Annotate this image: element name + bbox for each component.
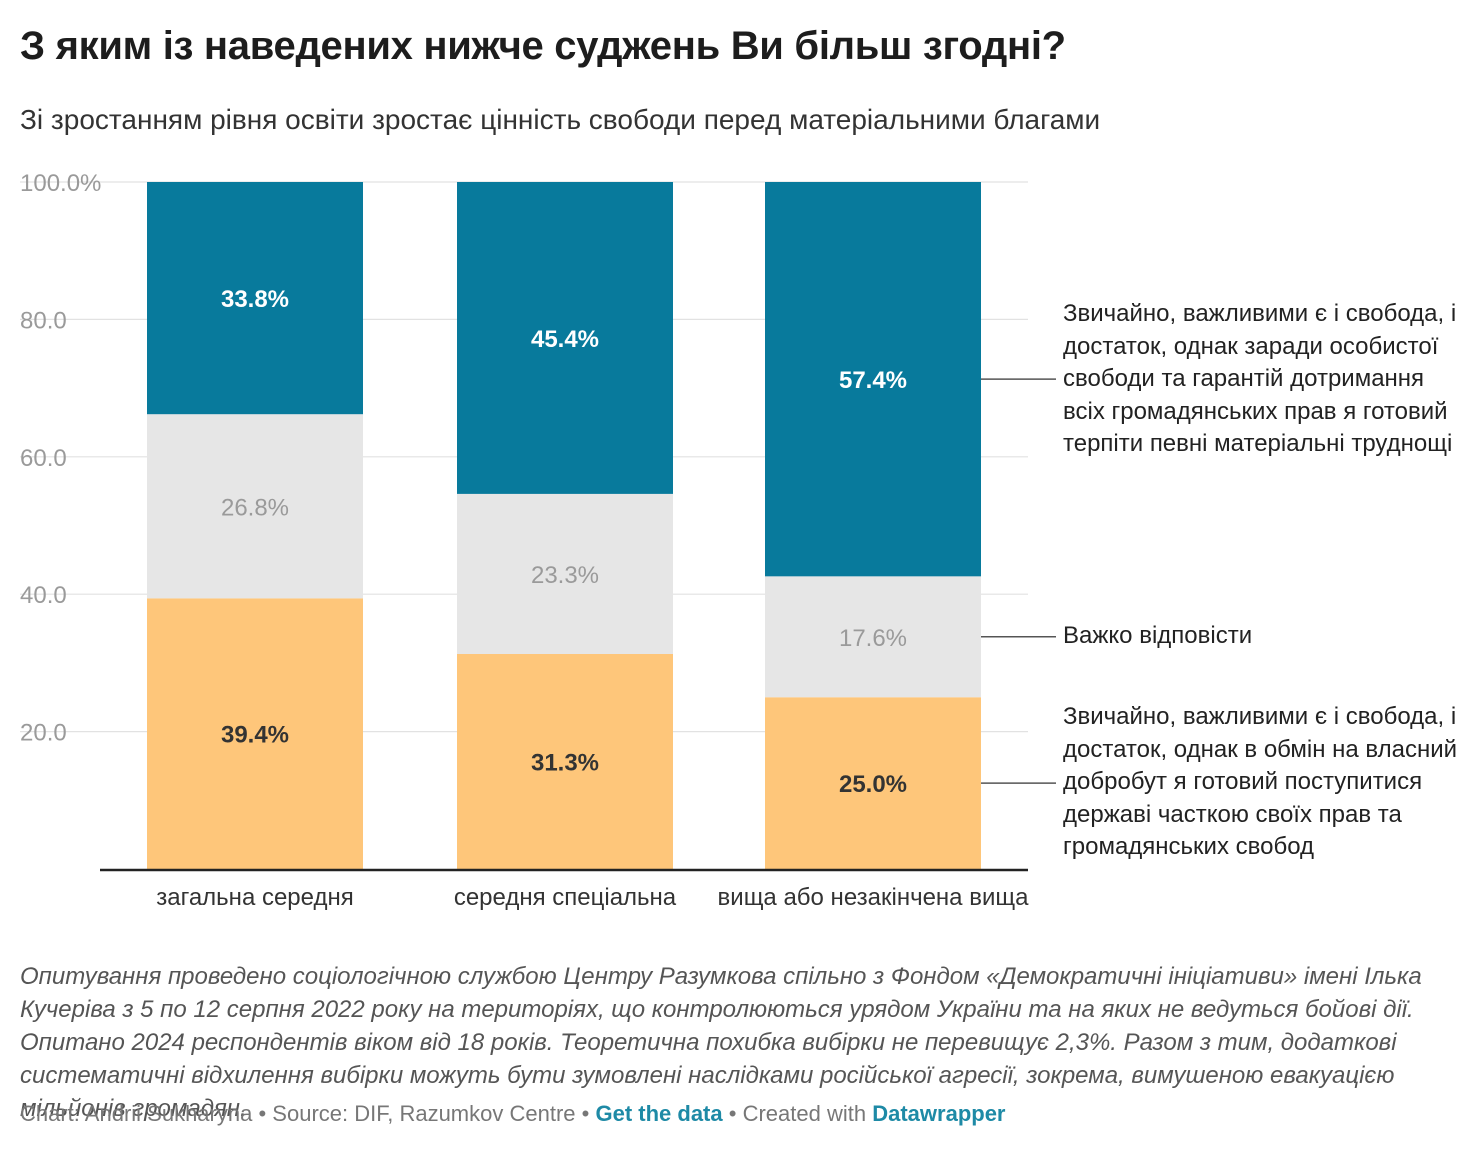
y-tick-label: 80.0 (20, 307, 67, 334)
data-label: 57.4% (839, 367, 907, 394)
y-tick-label: 60.0 (20, 445, 67, 472)
x-tick-label: загальна середня (156, 884, 353, 911)
stacked-bar-chart: 20.0 40.0 60.0 80.0 100.0% 39.4% 26.8% 33.8% заг… (20, 170, 1056, 911)
data-label: 31.3% (531, 749, 599, 776)
footer-separator: • (258, 1101, 267, 1126)
footer-source: Source: DIF, Razumkov Centre (272, 1101, 576, 1126)
bar-segment (147, 414, 363, 599)
survey-notes: Опитування проведено соціологічною служб… (20, 963, 1422, 1122)
x-tick-label: середня спеціальна (454, 884, 677, 911)
footer-credit: Chart: Andrii Sukharyna (20, 1101, 253, 1126)
bar-segment (765, 697, 981, 869)
bar-segment (457, 653, 673, 869)
footer-created-with: Created with (742, 1101, 867, 1126)
bar-segment (147, 182, 363, 415)
bar-segment (147, 598, 363, 869)
legend-label-wellbeing: Звичайно, важливими є і свобода, і доста… (1063, 703, 1458, 860)
y-tick-label: 20.0 (20, 720, 67, 747)
legend-label-freedom: Звичайно, важливими є і свобода, і доста… (1063, 300, 1457, 457)
bar-segment (765, 576, 981, 698)
bar-segment (765, 182, 981, 577)
data-label: 33.8% (221, 286, 289, 313)
bar-segment (457, 182, 673, 494)
data-label: 17.6% (839, 625, 907, 652)
bar-segment (457, 493, 673, 654)
data-label: 45.4% (531, 326, 599, 353)
data-label: 23.3% (531, 562, 599, 589)
footer-separator: • (728, 1101, 737, 1126)
chart-subtitle: Зі зростанням рівня освіти зростає цінні… (20, 104, 1101, 135)
x-tick-label: вища або незакінчена вища (718, 884, 1030, 911)
data-label: 39.4% (221, 722, 289, 749)
data-label: 25.0% (839, 771, 907, 798)
datawrapper-link[interactable]: Datawrapper (872, 1101, 1006, 1126)
get-the-data-link[interactable]: Get the data (595, 1101, 723, 1126)
legend-label-hard-to-say: Важко відповісти (1063, 622, 1253, 649)
footer-separator: • (581, 1101, 590, 1126)
chart-footer: Chart: Andrii Sukharyna • Source: DIF, R… (20, 1101, 1006, 1127)
y-tick-label: 40.0 (20, 582, 67, 609)
data-label: 26.8% (221, 494, 289, 521)
chart-title: З яким із наведених нижче суджень Ви біл… (20, 24, 1066, 68)
y-tick-label: 100.0% (20, 170, 101, 197)
